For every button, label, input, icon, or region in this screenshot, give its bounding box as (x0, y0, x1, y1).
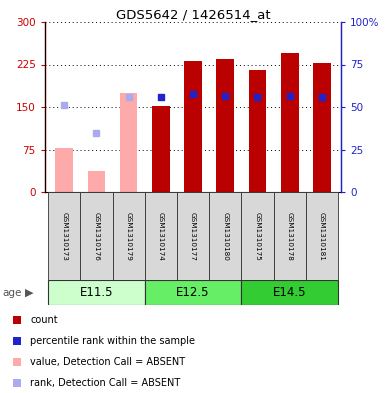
Text: ▶: ▶ (25, 288, 34, 298)
Bar (274, 192, 306, 280)
Bar (120, 93, 137, 192)
Text: E11.5: E11.5 (80, 286, 113, 299)
Text: GSM1310181: GSM1310181 (319, 211, 325, 261)
Bar (306, 192, 338, 280)
Text: GSM1310178: GSM1310178 (287, 211, 293, 261)
Text: value, Detection Call = ABSENT: value, Detection Call = ABSENT (30, 357, 185, 367)
Bar (145, 192, 177, 280)
Bar (48, 192, 80, 280)
Text: GSM1310179: GSM1310179 (126, 211, 131, 261)
Bar (241, 192, 274, 280)
Bar (241, 280, 338, 305)
Bar (313, 63, 331, 192)
Bar (281, 53, 299, 192)
Text: count: count (30, 315, 58, 325)
Bar (48, 280, 145, 305)
Title: GDS5642 / 1426514_at: GDS5642 / 1426514_at (116, 8, 270, 21)
Text: GSM1310175: GSM1310175 (255, 211, 261, 261)
Text: GSM1310180: GSM1310180 (222, 211, 228, 261)
Bar (209, 192, 241, 280)
Text: E14.5: E14.5 (273, 286, 307, 299)
Bar (55, 149, 73, 192)
Bar (216, 59, 234, 192)
Bar (184, 61, 202, 192)
Bar (112, 192, 145, 280)
Text: GSM1310174: GSM1310174 (158, 211, 164, 261)
Text: rank, Detection Call = ABSENT: rank, Detection Call = ABSENT (30, 378, 181, 387)
Bar (87, 171, 105, 192)
Bar (145, 280, 241, 305)
Text: GSM1310173: GSM1310173 (61, 211, 67, 261)
Text: percentile rank within the sample: percentile rank within the sample (30, 336, 195, 346)
Text: GSM1310176: GSM1310176 (93, 211, 99, 261)
Bar (249, 70, 266, 192)
Text: GSM1310177: GSM1310177 (190, 211, 196, 261)
Bar (177, 192, 209, 280)
Bar (80, 192, 112, 280)
Text: age: age (2, 288, 21, 298)
Text: E12.5: E12.5 (176, 286, 210, 299)
Bar (152, 106, 170, 192)
